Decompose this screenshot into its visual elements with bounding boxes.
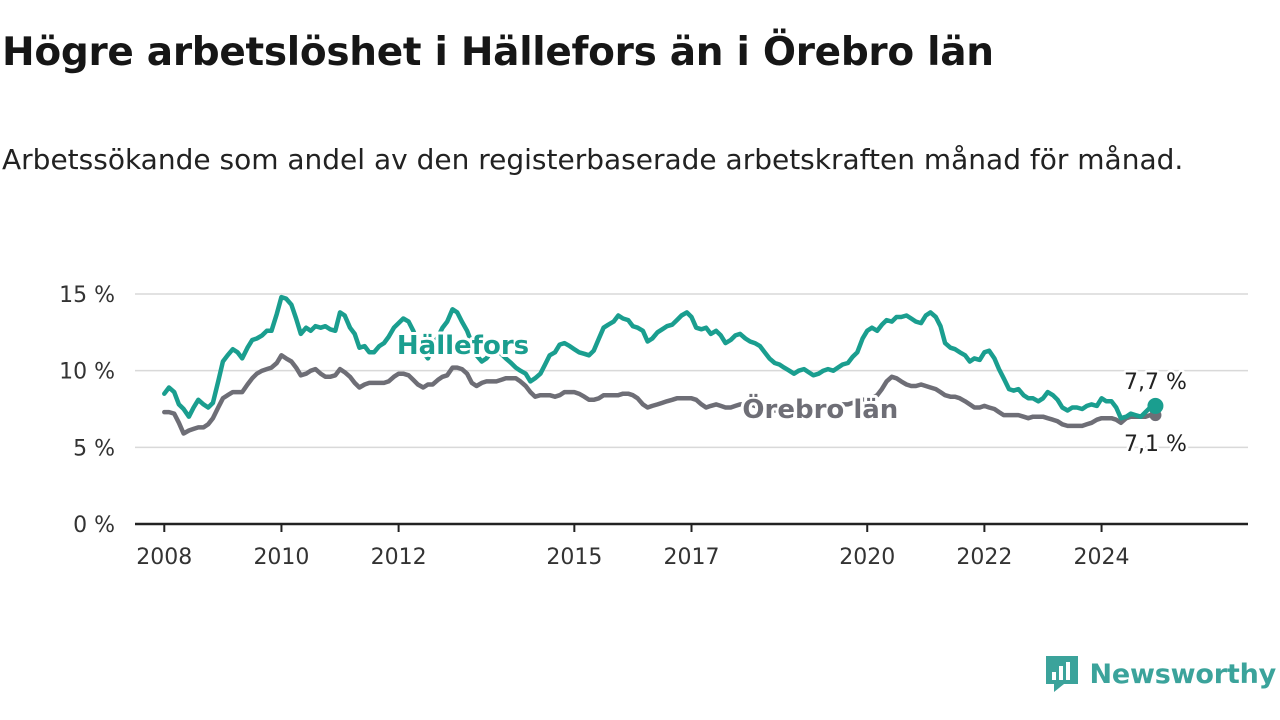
series-label-orebro-lan: Örebro län <box>742 392 898 425</box>
series-label-hallefors: Hällefors <box>397 331 529 361</box>
y-axis-ticks: 0 % 5 % 10 % 15 % <box>59 283 115 538</box>
x-tick-label: 2008 <box>136 545 192 570</box>
brand-name: Newsworthy <box>1089 658 1277 690</box>
x-tick-label: 2024 <box>1074 545 1130 570</box>
end-point-hallefors <box>1147 397 1164 414</box>
x-tick-label: 2010 <box>253 545 309 570</box>
x-tick-label: 2017 <box>664 545 720 570</box>
x-axis: 2008 2010 2012 2015 2017 2020 2022 2024 <box>135 522 1248 570</box>
x-tick-label: 2020 <box>839 545 895 570</box>
brand-logo: Newsworthy <box>1044 654 1276 694</box>
x-tick-label: 2022 <box>956 545 1012 570</box>
x-tick-label: 2015 <box>546 545 602 570</box>
y-tick-label: 10 % <box>59 360 115 385</box>
y-tick-label: 0 % <box>73 513 115 538</box>
y-tick-label: 15 % <box>59 283 115 308</box>
series-lines <box>162 294 1164 436</box>
end-value-label-hallefors: 7,7 % <box>1124 370 1187 395</box>
y-tick-label: 5 % <box>73 436 115 461</box>
series-line-orebro-lan <box>162 353 1158 436</box>
series-labels: Hällefors Örebro län 7,7 % 7,1 % <box>394 328 1189 460</box>
end-value-label-orebro-lan: 7,1 % <box>1124 432 1187 457</box>
chart-subtitle: Arbetssökande som andel av den registerb… <box>2 143 1184 176</box>
series-line-hallefors <box>162 294 1158 421</box>
newsworthy-logo-icon <box>1045 656 1078 692</box>
x-tick-label: 2012 <box>371 545 427 570</box>
chart-title: Högre arbetslöshet i Hällefors än i Öreb… <box>2 30 994 75</box>
